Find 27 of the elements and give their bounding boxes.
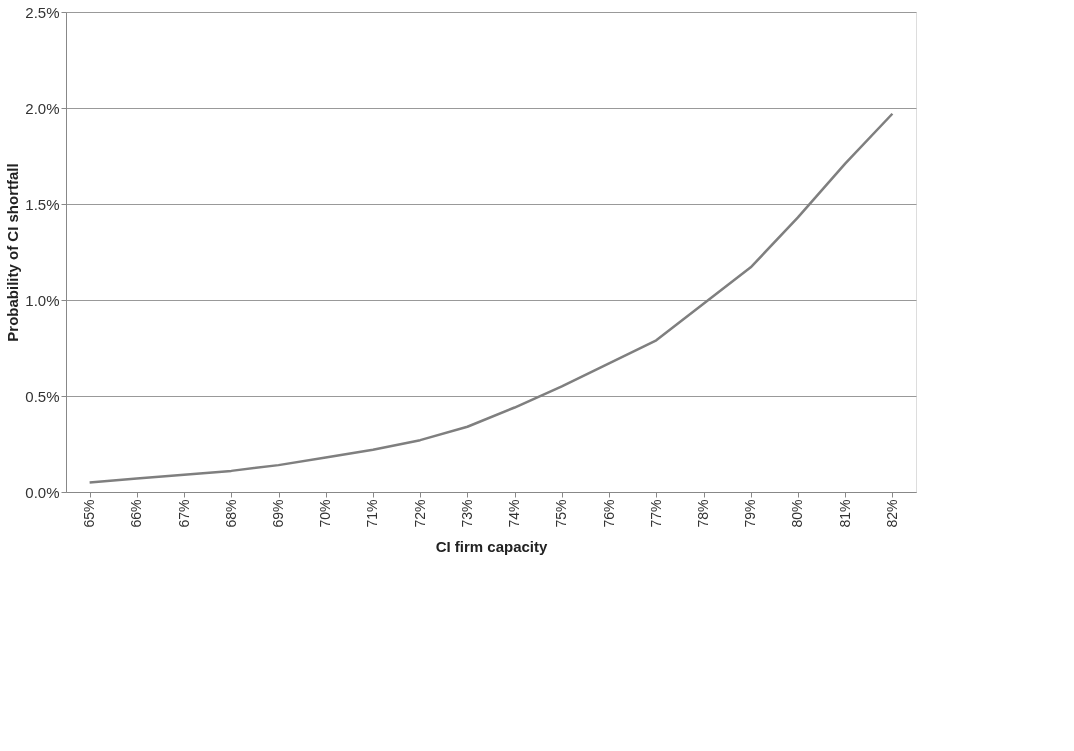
y-tick-label: 1.5% — [25, 195, 60, 213]
y-axis-title: Probability of CI shortfall — [4, 163, 22, 342]
x-tick-label: 78% — [695, 499, 711, 528]
y-tick-label: 1.0% — [25, 291, 60, 309]
x-tick-label: 81% — [836, 499, 853, 528]
x-tick-label: 70% — [317, 499, 334, 528]
x-tick-label: 66% — [128, 499, 145, 528]
x-tick-label: 77% — [647, 499, 664, 528]
y-tick-label: 2.0% — [25, 99, 60, 117]
x-tick-label: 76% — [600, 499, 617, 528]
x-tick-label: 79% — [742, 499, 759, 528]
line-series — [88, 112, 894, 484]
x-tick-label: 75% — [553, 499, 570, 528]
x-tick-label: 82% — [883, 499, 900, 528]
y-tick-label: 0.0% — [25, 483, 60, 501]
x-tick-label: 65% — [81, 499, 98, 528]
y-tick-label: 0.5% — [25, 387, 60, 405]
x-tick-label: 80% — [789, 499, 806, 528]
x-tick-label: 73% — [458, 499, 475, 528]
x-axis-title: CI firm capacity — [435, 537, 549, 555]
x-tick-label: 68% — [222, 499, 239, 528]
x-tick-label: 69% — [270, 499, 286, 528]
y-tick-label: 2.5% — [25, 3, 60, 21]
x-tick-label: 67% — [175, 499, 192, 528]
x-tick-label: 74% — [506, 499, 523, 528]
x-tick-label: 72% — [411, 499, 428, 528]
x-tick-label: 71% — [364, 499, 381, 528]
